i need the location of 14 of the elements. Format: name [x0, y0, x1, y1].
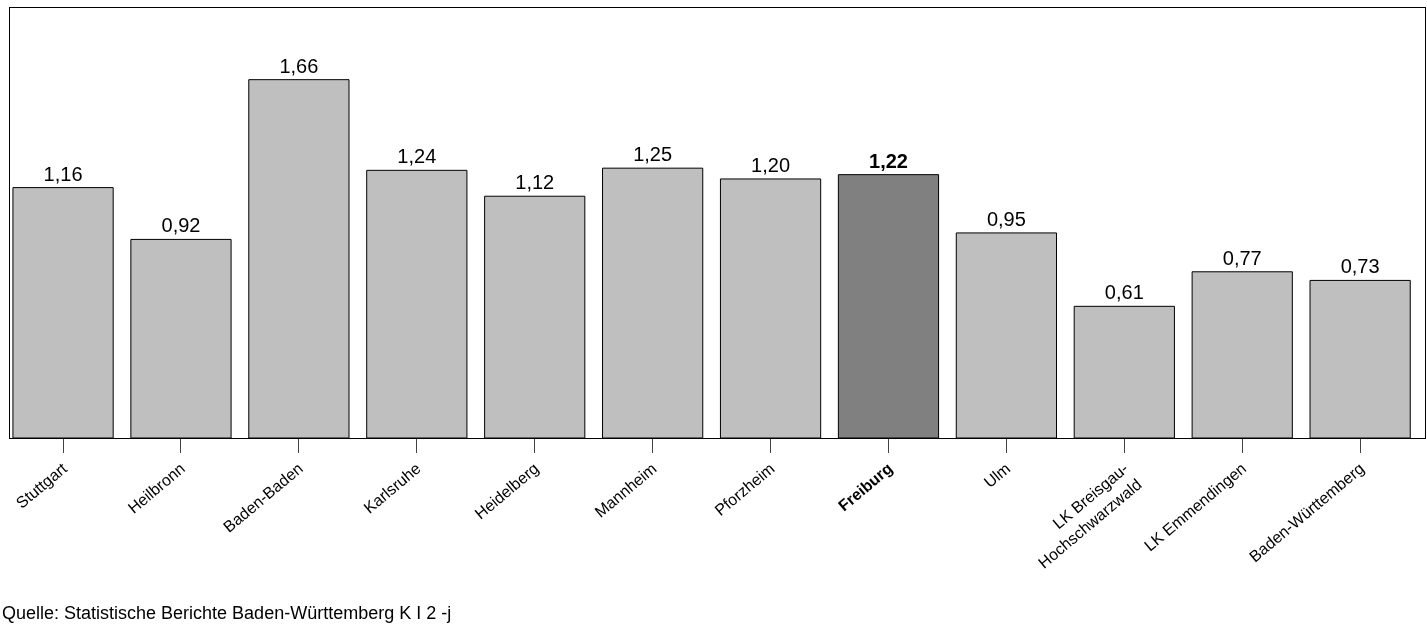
data-label: 1,24 — [397, 145, 437, 168]
data-label: 0,95 — [986, 207, 1026, 230]
x-tick-label: Ulm — [980, 459, 1014, 491]
data-label: 1,22 — [869, 149, 908, 172]
data-label: 0,92 — [161, 214, 201, 237]
data-label: 0,77 — [1222, 246, 1262, 269]
data-label: 1,12 — [515, 171, 555, 194]
data-label: 0,73 — [1340, 255, 1380, 278]
data-label: 1,16 — [43, 162, 83, 185]
data-label: 1,66 — [279, 54, 319, 77]
data-label: 1,20 — [751, 153, 791, 176]
data-label: 0,61 — [1104, 281, 1144, 304]
source-note: Quelle: Statistische Berichte Baden-Württemberg K I 2 -j — [2, 603, 452, 623]
data-label: 1,25 — [633, 143, 673, 166]
